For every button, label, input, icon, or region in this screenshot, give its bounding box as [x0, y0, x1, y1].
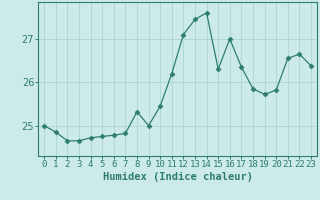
X-axis label: Humidex (Indice chaleur): Humidex (Indice chaleur): [103, 172, 252, 182]
